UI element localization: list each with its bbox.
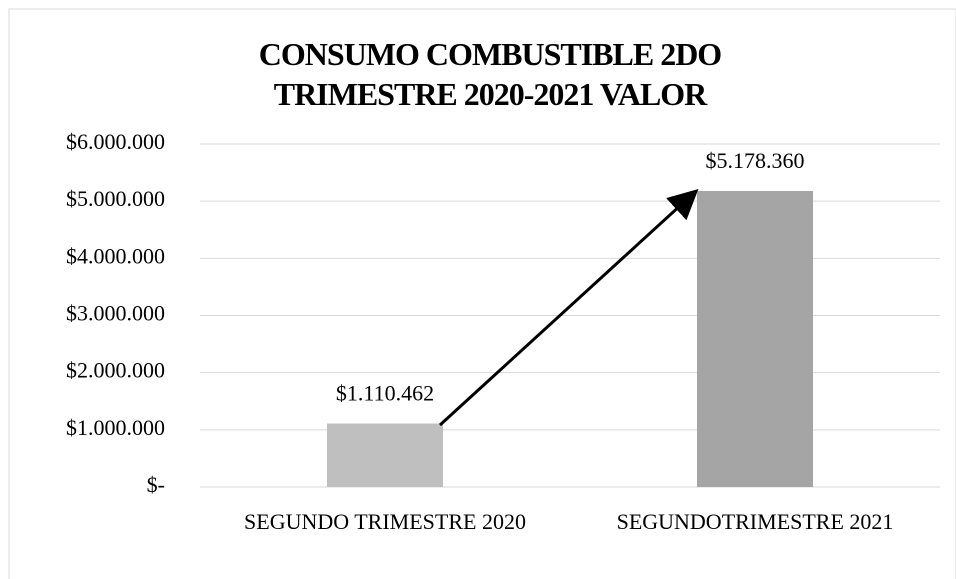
value-label: $5.178.360 [706,148,805,173]
x-tick-label: SEGUNDO TRIMESTRE 2020 [244,509,526,534]
chart-frame [8,8,956,579]
bar [327,423,443,487]
plot: $- $1.000.000 $2.000.000 $3.000.000 $4.000.0… [66,129,940,497]
chart-title: CONSUMO COMBUSTIBLE 2DO TRIMESTRE 2020-2… [258,36,722,112]
y-tick-label: $5.000.000 [66,186,165,211]
y-tick-label: $2.000.000 [66,358,165,383]
x-tick-label: SEGUNDOTRIMESTRE 2021 [616,509,894,534]
y-tick-label: $4.000.000 [66,243,165,268]
trend-arrow [438,188,699,427]
y-tick-label: $3.000.000 [66,301,165,326]
y-tick-label: $- [147,472,165,497]
value-label: $1.110.462 [336,381,434,406]
y-tick-label: $6.000.000 [66,129,165,154]
y-tick-label: $1.000.000 [66,415,165,440]
bar [697,190,813,488]
